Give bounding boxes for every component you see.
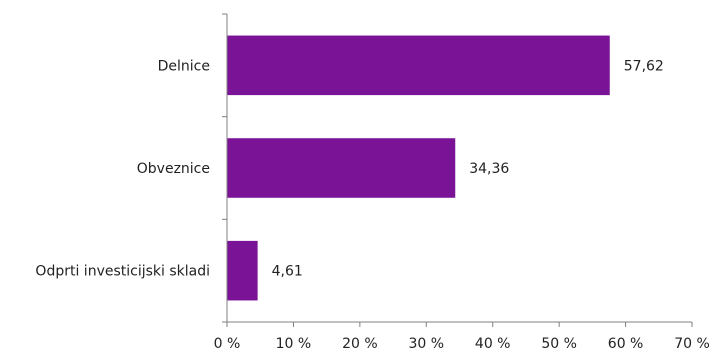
bar (227, 35, 610, 96)
value-label: 57,62 (624, 58, 664, 74)
bar (227, 138, 456, 198)
x-tick-label: 40 % (475, 336, 511, 352)
category-label: Odprti investicijski skladi (35, 264, 210, 280)
category-label: Obveznice (137, 161, 210, 177)
value-label: 34,36 (469, 161, 509, 177)
category-label: Delnice (158, 58, 210, 74)
x-tick-label: 20 % (342, 336, 378, 352)
x-tick-label: 0 % (214, 336, 241, 352)
x-tick-label: 60 % (608, 336, 644, 352)
x-tick-label: 30 % (408, 336, 444, 352)
value-label: 4,61 (272, 264, 303, 280)
x-tick-label: 70 % (674, 336, 710, 352)
x-tick-label: 50 % (541, 336, 577, 352)
x-tick-label: 10 % (276, 336, 312, 352)
bar (227, 240, 258, 301)
